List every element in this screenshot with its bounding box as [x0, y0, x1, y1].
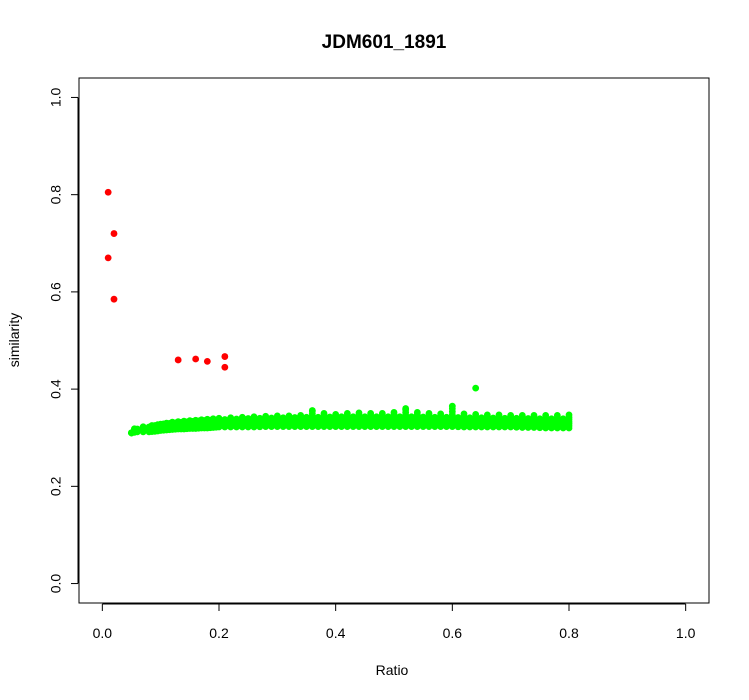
data-point — [203, 358, 211, 365]
data-point — [244, 415, 252, 422]
data-point — [443, 413, 450, 421]
data-point — [133, 425, 141, 433]
data-point — [437, 410, 445, 418]
plot-frame — [78, 77, 710, 604]
data-point — [320, 410, 328, 417]
data-point — [548, 415, 555, 423]
data-point — [338, 413, 345, 421]
data-point — [268, 414, 275, 422]
data-points — [104, 188, 573, 437]
data-point — [373, 413, 380, 421]
data-point — [361, 413, 369, 421]
data-point — [285, 412, 293, 420]
x-tick-label: 0.8 — [559, 625, 579, 641]
data-point — [402, 405, 410, 412]
y-tick-label: 0.6 — [48, 282, 64, 302]
data-point — [303, 413, 310, 421]
data-point — [390, 409, 398, 416]
data-point — [104, 254, 112, 262]
data-point — [279, 414, 287, 422]
data-point — [413, 409, 421, 416]
data-point — [174, 356, 182, 364]
data-point — [408, 413, 415, 421]
data-point — [472, 384, 480, 392]
data-point — [536, 415, 544, 423]
x-tick-label: 0.2 — [209, 625, 229, 641]
data-point — [454, 414, 462, 421]
data-point — [524, 415, 532, 422]
data-point — [104, 188, 112, 196]
series-green — [128, 384, 573, 437]
x-axis: 0.0 0.2 0.4 0.6 0.8 1.0 — [93, 603, 696, 641]
data-point — [215, 414, 223, 422]
y-tick-label: 0.0 — [48, 574, 64, 594]
data-point — [110, 230, 118, 237]
data-point — [431, 413, 439, 421]
data-point — [501, 414, 509, 422]
data-point — [192, 355, 200, 363]
data-point — [489, 414, 497, 422]
data-point — [314, 413, 322, 421]
data-point — [227, 414, 235, 422]
y-tick-label: 0.8 — [48, 185, 64, 205]
data-point — [553, 411, 561, 419]
data-point — [460, 410, 468, 418]
data-point — [308, 407, 316, 414]
x-tick-label: 0.0 — [93, 625, 113, 641]
data-point — [513, 414, 520, 422]
data-point — [483, 411, 491, 419]
y-tick-label: 0.4 — [48, 379, 64, 399]
series-red — [104, 188, 229, 371]
data-point — [250, 413, 258, 421]
x-axis-label: Ratio — [376, 662, 409, 678]
y-tick-label: 0.2 — [48, 476, 64, 496]
chart-title: JDM601_1891 — [322, 32, 447, 53]
data-point — [297, 411, 305, 419]
data-point — [396, 413, 404, 421]
data-point — [466, 414, 474, 422]
x-tick-label: 0.6 — [443, 625, 463, 641]
data-point — [238, 413, 246, 421]
data-point — [233, 415, 240, 423]
data-point — [139, 423, 147, 431]
data-point — [378, 410, 386, 417]
data-point — [530, 411, 538, 419]
data-point — [221, 416, 229, 423]
data-point — [384, 413, 392, 421]
data-point — [565, 411, 573, 419]
data-point — [507, 411, 515, 419]
data-point — [349, 413, 357, 421]
data-point — [542, 411, 550, 419]
data-point — [326, 413, 334, 421]
data-point — [291, 414, 299, 421]
x-tick-label: 1.0 — [676, 625, 696, 641]
data-point — [332, 410, 340, 418]
data-point — [221, 353, 229, 360]
data-point — [448, 402, 456, 410]
data-point — [262, 412, 270, 420]
data-point — [367, 410, 375, 417]
y-tick-label: 1.0 — [48, 88, 64, 108]
data-point — [273, 412, 281, 420]
data-point — [355, 409, 363, 417]
data-point — [343, 410, 351, 417]
data-point — [478, 414, 485, 422]
y-axis: 0.0 0.2 0.4 0.6 0.8 1.0 — [48, 88, 79, 594]
data-point — [256, 414, 264, 422]
data-point — [221, 363, 229, 371]
data-point — [425, 410, 433, 417]
data-point — [419, 413, 427, 421]
data-point — [518, 411, 526, 419]
x-tick-label: 0.4 — [326, 625, 346, 641]
data-point — [110, 295, 118, 303]
data-point — [559, 415, 567, 423]
data-point — [472, 410, 480, 418]
y-axis-label: similarity — [6, 313, 22, 367]
data-point — [495, 411, 503, 419]
